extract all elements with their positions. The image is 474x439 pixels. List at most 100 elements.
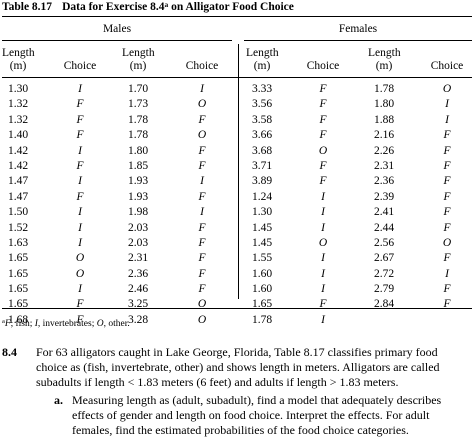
table-title-tail: on Alligator Food Choice [168,1,294,13]
header-length-unit: (m) [375,60,393,72]
length-cell: 1.65 [7,298,29,311]
length-cell: 2.31 [127,252,149,265]
length-cell: 1.52 [7,221,29,234]
top-rule [2,16,472,17]
length-cell: 2.44 [373,221,395,234]
choice-cell: O [197,129,207,142]
length-cell: 2.39 [373,190,395,203]
choice-cell: F [319,175,327,188]
choice-cell: O [442,83,452,95]
choice-cell: I [321,206,325,219]
length-cell: 1.30 [7,83,29,95]
length-column-3: 3.33 3.56 3.58 3.66 3.68 3.71 3.89 1.24 1.30 1.45… [246,82,278,328]
length-column-1: 1.30 1.32 1.32 1.40 1.42 1.42 1.47 1.47 1.50 1.52… [2,82,34,328]
exercise-line: choice as (fish, invertebrate, other) an… [36,360,440,374]
length-cell: 2.79 [373,283,395,296]
choice-cell: I [445,267,449,280]
length-cell: 1.78 [251,313,273,326]
group-header-females: Females [338,23,378,35]
bottom-rule [2,308,472,309]
header-length-unit: (m) [9,60,27,72]
choice-cell: F [76,98,84,111]
header-choice-4: Choice [430,60,464,72]
exercise-line: subadults if length < 1.83 meters (6 fee… [36,375,399,389]
choice-cell: O [318,236,328,249]
length-cell: 1.24 [251,190,273,203]
choice-cell: F [198,236,206,249]
length-column-4: 1.78 1.80 1.88 2.16 2.26 2.31 2.36 2.39 2.41 2.44… [368,82,400,313]
table-title: Data for Exercise 8.4 [62,1,165,13]
table-footnote: aF, fish; I, invertebrates; O, other. [2,318,130,330]
choice-cell: I [200,206,204,219]
length-cell: 1.47 [7,175,29,188]
part-a-line: females, find the estimated probabilitie… [72,423,409,437]
length-cell: 3.71 [251,159,273,172]
choice-cell: F [319,298,327,311]
choice-cell: O [75,267,85,280]
length-cell: 2.84 [373,298,395,311]
choice-cell: F [443,283,451,296]
choice-cell: O [442,236,452,249]
length-cell: 1.45 [251,236,273,249]
choice-cell: I [445,113,449,126]
length-cell: 3.89 [251,175,273,188]
length-cell: 1.65 [7,283,29,296]
footnote-o: O [96,319,104,329]
choice-cell: F [198,283,206,296]
length-cell: 1.32 [7,98,29,111]
choice-cell: F [76,190,84,203]
length-cell: 1.70 [127,83,149,95]
choice-cell: F [198,144,206,157]
length-cell: 2.03 [127,236,149,249]
choice-cell: F [76,159,84,172]
length-cell: 1.68 [7,313,29,326]
length-cell: 2.36 [127,267,149,280]
choice-cell: F [443,175,451,188]
choice-cell: O [197,313,207,326]
header-choice-2: Choice [185,60,219,72]
choice-cell: I [200,83,204,95]
choice-cell: O [197,98,207,111]
choice-cell: F [198,221,206,234]
length-cell: 1.42 [7,159,29,172]
choice-cell: I [321,190,325,203]
exercise-part-a: a. Measuring length as (adult, subadult)… [36,393,472,438]
length-cell: 3.56 [251,98,273,111]
length-cell: 1.65 [7,252,29,265]
length-column-2: 1.70 1.73 1.78 1.78 1.80 1.85 1.93 1.93 1.98 2.03… [122,82,154,328]
header-length-3: Length (m) [246,47,279,73]
footnote-mark: a [2,318,5,325]
footnote-text: , invertebrates; [37,319,97,329]
length-cell: 3.33 [251,83,273,95]
length-cell: 3.66 [251,129,273,142]
length-cell: 1.88 [373,113,395,126]
choice-cell: F [319,113,327,126]
header-length-2: Length (m) [122,47,155,73]
footnote-text: , other. [103,319,130,329]
header-length-label: Length [2,47,35,59]
exercise-line: For 63 alligators caught in Lake George,… [36,345,438,359]
choice-cell: F [443,206,451,219]
length-cell: 1.93 [127,190,149,203]
length-cell: 2.72 [373,267,395,280]
length-cell: 1.93 [127,175,149,188]
footnote-text: , fish; [10,319,35,329]
length-cell: 1.78 [373,83,395,95]
header-length-label: Length [368,47,401,59]
length-cell: 3.58 [251,113,273,126]
females-group-rule [244,40,472,41]
choice-cell: F [443,221,451,234]
choice-cell: F [76,313,84,326]
length-cell: 1.78 [127,129,149,142]
part-a-line: effects of gender and length on food cho… [72,408,430,422]
part-a-line: Measuring length as (adult, subadult), f… [72,393,442,407]
choice-cell: I [78,221,82,234]
length-cell: 1.63 [7,236,29,249]
choice-cell: I [78,236,82,249]
length-cell: 2.67 [373,252,395,265]
choice-cell: F [443,144,451,157]
choice-cell: I [78,83,82,95]
